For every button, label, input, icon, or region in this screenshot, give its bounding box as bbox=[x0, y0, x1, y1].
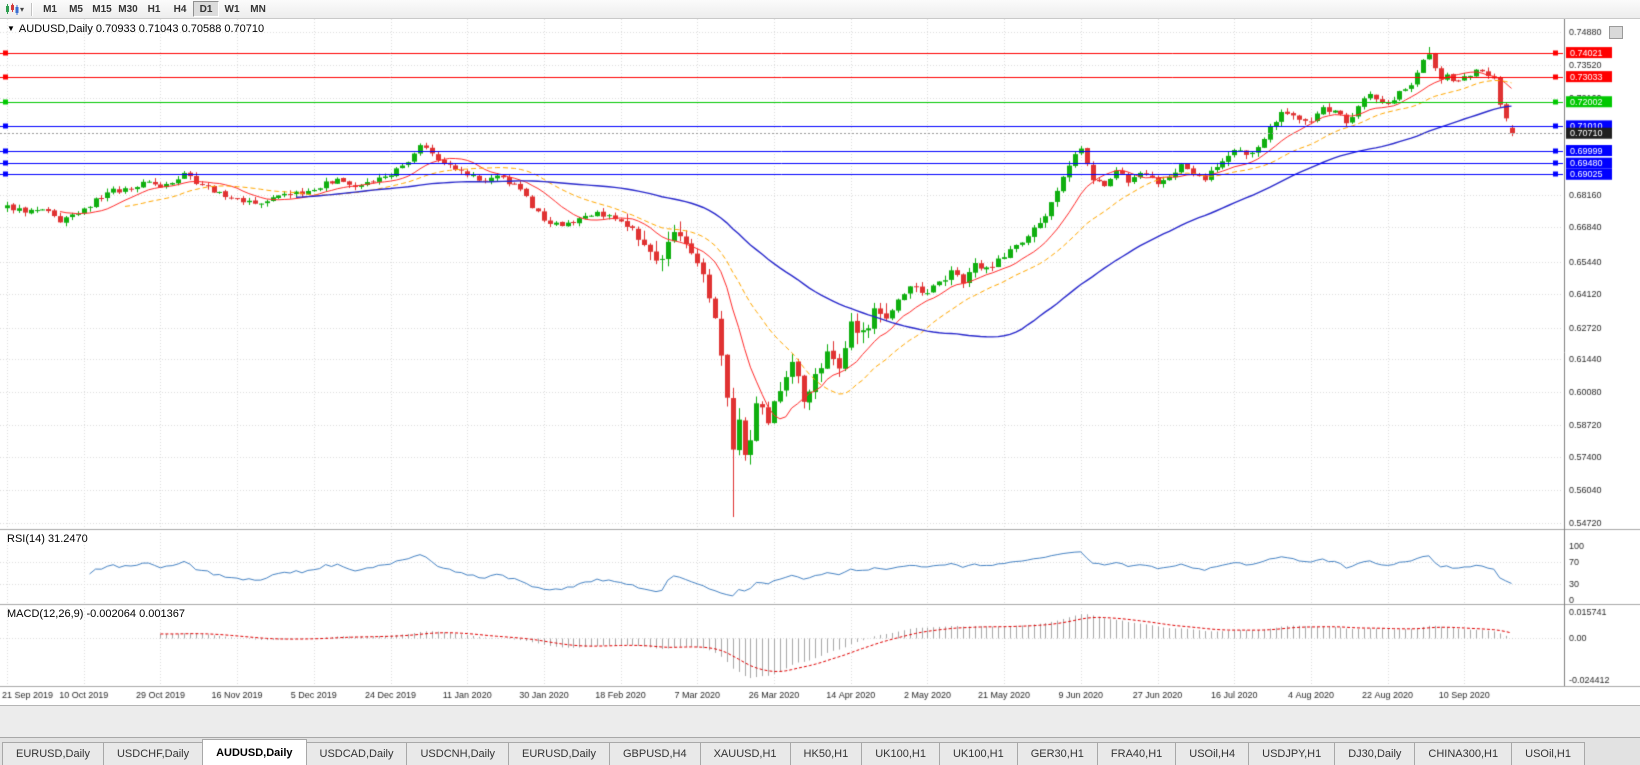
chart-tab-uk100-h1[interactable]: UK100,H1 bbox=[938, 742, 1018, 765]
price-axis-scroll-thumb[interactable] bbox=[1609, 26, 1623, 39]
window-bottom-gap bbox=[0, 705, 1640, 737]
timeframe-button-w1[interactable]: W1 bbox=[224, 4, 240, 15]
chart-collapse-arrow-icon: ▼ bbox=[7, 24, 15, 33]
chart-tab-audusd-daily[interactable]: AUDUSD,Daily bbox=[202, 739, 307, 765]
chart-tab-china300-h1[interactable]: CHINA300,H1 bbox=[1414, 742, 1513, 765]
chevron-down-icon: ▾ bbox=[20, 4, 25, 14]
chart-tab-gbpusd-h4[interactable]: GBPUSD,H4 bbox=[609, 742, 701, 765]
timeframe-button-m1[interactable]: M1 bbox=[43, 4, 57, 15]
chart-tab-xauusd-h1[interactable]: XAUUSD,H1 bbox=[699, 742, 791, 765]
chart-tab-usdcad-daily[interactable]: USDCAD,Daily bbox=[305, 742, 408, 765]
timeframe-buttons: M1 M5 M15 M30 H1 H4 D1 W1 MN bbox=[37, 1, 271, 18]
timeframe-button-d1[interactable]: D1 bbox=[193, 1, 220, 17]
price-chart-canvas[interactable] bbox=[0, 19, 1640, 705]
chart-type-button[interactable]: ▾ bbox=[3, 1, 26, 18]
toolbar: ▾ M1 M5 M15 M30 H1 H4 D1 W1 MN bbox=[0, 0, 1640, 19]
chart-window: ▼ AUDUSD,Daily 0.70933 0.71043 0.70588 0… bbox=[0, 19, 1640, 705]
chart-tab-usoil-h4[interactable]: USOil,H4 bbox=[1175, 742, 1250, 765]
chart-tab-hk50-h1[interactable]: HK50,H1 bbox=[789, 742, 863, 765]
macd-indicator-label: MACD(12,26,9) -0.002064 0.001367 bbox=[7, 608, 185, 620]
chart-tab-dj30-daily[interactable]: DJ30,Daily bbox=[1334, 742, 1416, 765]
timeframe-button-h4[interactable]: H4 bbox=[173, 4, 187, 15]
chart-tab-eurusd-daily[interactable]: EURUSD,Daily bbox=[508, 742, 610, 765]
chart-tab-uk100-h1[interactable]: UK100,H1 bbox=[861, 742, 940, 765]
toolbar-separator bbox=[31, 2, 33, 16]
timeframe-button-m5[interactable]: M5 bbox=[69, 4, 83, 15]
rsi-indicator-label: RSI(14) 31.2470 bbox=[7, 533, 88, 545]
timeframe-button-h1[interactable]: H1 bbox=[147, 4, 161, 15]
chart-tab-usoil-h1[interactable]: USOil,H1 bbox=[1511, 742, 1585, 765]
chart-tab-usdchf-daily[interactable]: USDCHF,Daily bbox=[102, 742, 204, 765]
chart-tab-ger30-h1[interactable]: GER30,H1 bbox=[1016, 742, 1098, 765]
candlestick-chart-icon bbox=[6, 3, 19, 15]
chart-tab-fra40-h1[interactable]: FRA40,H1 bbox=[1096, 742, 1177, 765]
chart-tab-usdcnh-daily[interactable]: USDCNH,Daily bbox=[406, 742, 510, 765]
timeframe-button-m30[interactable]: M30 bbox=[118, 4, 138, 15]
chart-tab-eurusd-daily[interactable]: EURUSD,Daily bbox=[2, 742, 104, 765]
timeframe-button-mn[interactable]: MN bbox=[250, 4, 266, 15]
chart-title: ▼ AUDUSD,Daily 0.70933 0.71043 0.70588 0… bbox=[7, 23, 264, 35]
chart-title-text: AUDUSD,Daily 0.70933 0.71043 0.70588 0.7… bbox=[18, 23, 265, 35]
chart-tab-usdjpy-h1[interactable]: USDJPY,H1 bbox=[1248, 742, 1336, 765]
timeframe-button-m15[interactable]: M15 bbox=[92, 4, 112, 15]
chart-tab-bar: EURUSD,Daily USDCHF,Daily AUDUSD,Daily USDC… bbox=[0, 737, 1640, 765]
